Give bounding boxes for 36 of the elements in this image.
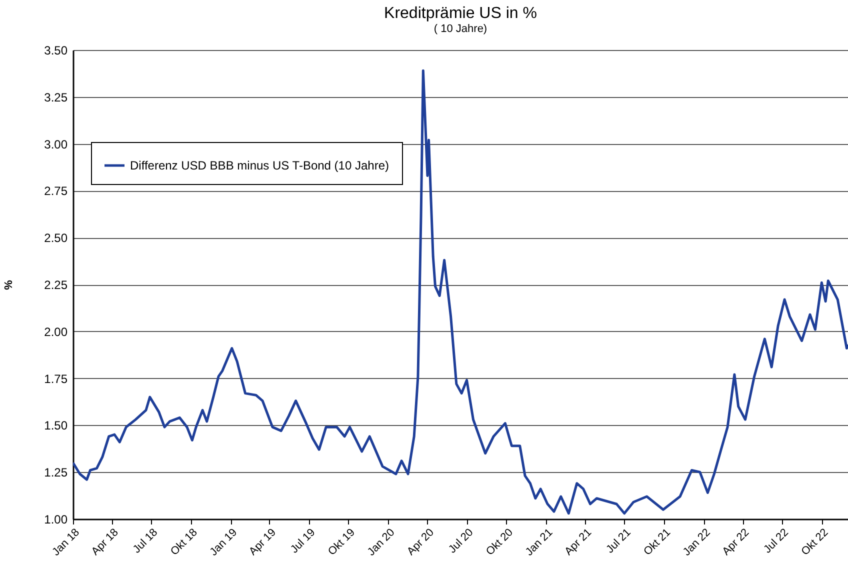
x-tick-label: Apr 19 xyxy=(247,526,278,558)
x-tick-label: Okt 18 xyxy=(168,526,200,558)
x-tick-label: Apr 18 xyxy=(89,526,121,558)
y-tick-label: 1.25 xyxy=(44,466,68,480)
y-tick-label: 2.00 xyxy=(44,324,68,339)
line-series xyxy=(73,69,848,515)
y-tick-label: 3.00 xyxy=(44,137,68,152)
x-tick-label: Jan 22 xyxy=(680,526,713,558)
x-tick-label: Jul 19 xyxy=(288,526,318,556)
x-tick-label: Okt 22 xyxy=(799,526,831,558)
x-tick-label: Okt 21 xyxy=(642,526,674,558)
y-tick-label: 3.50 xyxy=(44,44,68,58)
y-tick-label: 2.50 xyxy=(44,231,68,246)
y-axis-title: % xyxy=(3,280,16,290)
y-tick-label: 1.50 xyxy=(44,418,68,433)
x-tick-label: Jul 18 xyxy=(130,526,160,556)
x-tick-label: Jan 19 xyxy=(208,526,240,558)
x-tick-label: Okt 20 xyxy=(484,526,516,558)
x-tick-label: Jan 18 xyxy=(50,526,82,558)
x-tick-label: Jul 20 xyxy=(446,526,476,556)
x-tick-label: Jan 20 xyxy=(365,526,398,558)
x-tick-label: Jan 21 xyxy=(523,526,556,558)
y-tick-label: 1.00 xyxy=(44,512,68,526)
x-tick-label: Apr 22 xyxy=(720,526,752,558)
x-tick-label: Jul 21 xyxy=(604,526,634,556)
chart-subtitle: ( 10 Jahre) xyxy=(434,23,488,35)
y-tick-label: 3.25 xyxy=(44,90,68,104)
chart-title: Kreditprämie US in % xyxy=(384,5,537,22)
y-tick-label: 1.75 xyxy=(44,372,68,386)
x-tick-label: Apr 21 xyxy=(562,526,594,558)
x-tick-label: Apr 20 xyxy=(405,526,436,558)
x-tick-label: Okt 19 xyxy=(326,526,358,558)
legend-label: Differenz USD BBB minus US T-Bond (10 Jahre) xyxy=(130,158,389,172)
y-tick-label: 2.75 xyxy=(44,184,68,198)
y-tick-label: 2.25 xyxy=(44,278,68,292)
x-tick-label: Jul 22 xyxy=(762,526,791,556)
